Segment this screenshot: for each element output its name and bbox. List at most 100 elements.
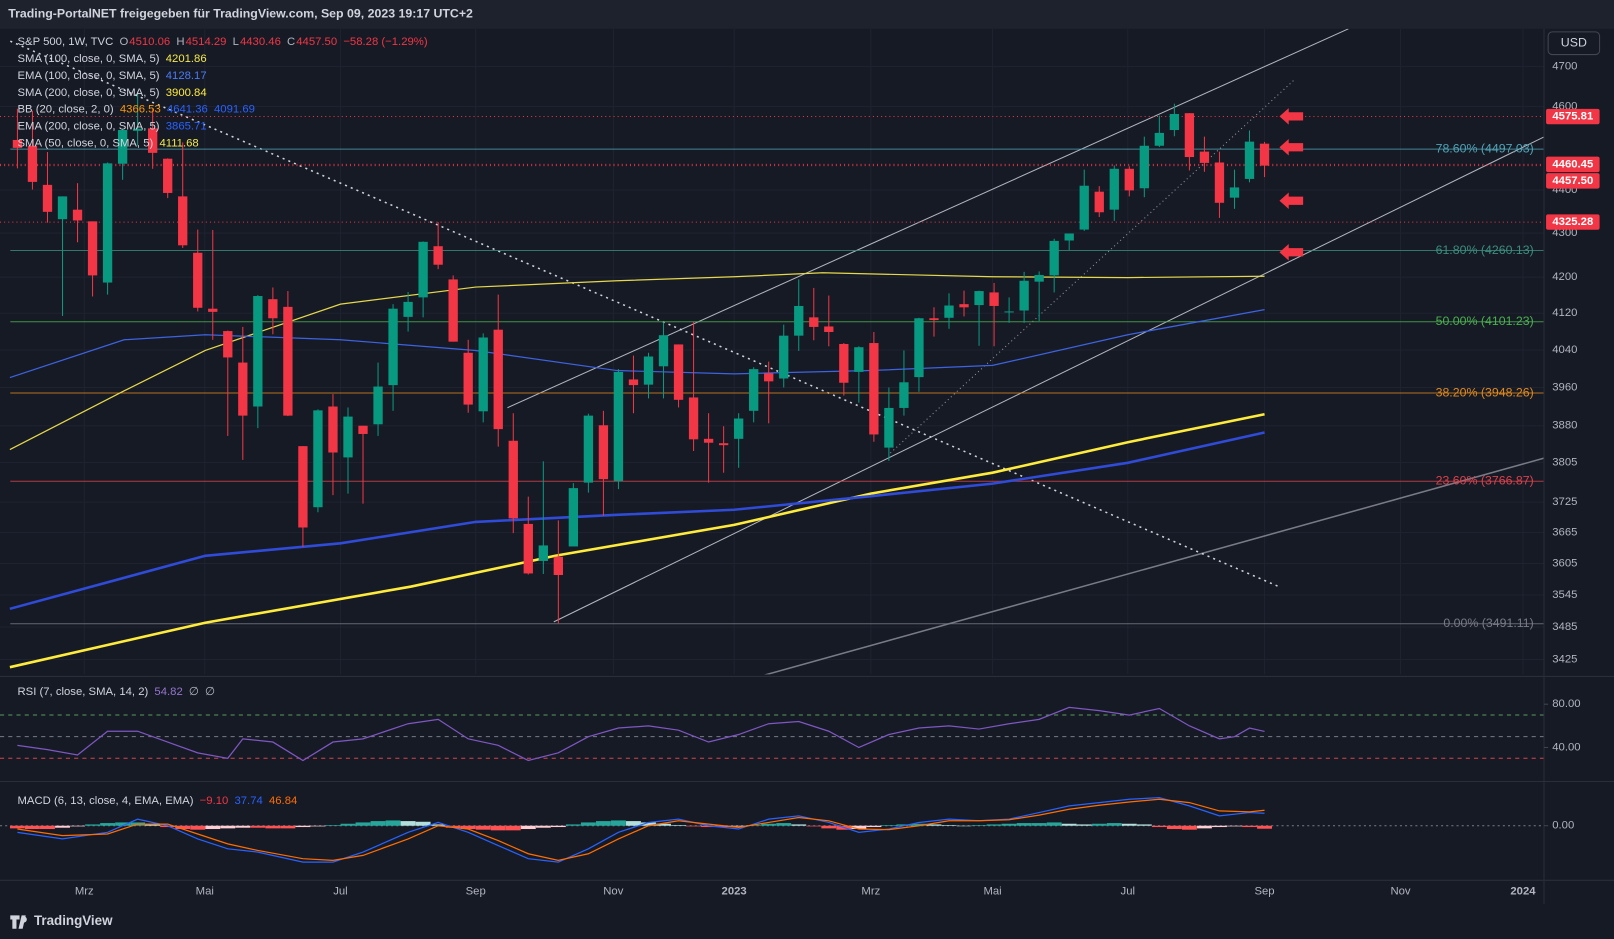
- histogram-bar: [250, 825, 266, 828]
- legend-value: ∅: [205, 686, 215, 698]
- x-tick-label: Nov: [603, 886, 623, 898]
- histogram-bar: [415, 821, 431, 826]
- histogram-bar: [926, 824, 942, 826]
- candle-body: [1049, 240, 1059, 276]
- candle-body: [643, 356, 654, 385]
- price-badge-label: 4457.50: [1552, 175, 1593, 187]
- x-tick-label: Sep: [466, 886, 486, 898]
- histogram-bar: [1121, 823, 1137, 826]
- histogram-bar: [1001, 823, 1017, 826]
- candle-body: [298, 446, 308, 528]
- histogram-bar: [881, 825, 897, 826]
- candle-body: [673, 344, 684, 400]
- indicator-line: [17, 706, 1265, 762]
- legend-value: 46.84: [269, 795, 297, 807]
- histogram-bar: [1166, 825, 1182, 830]
- legend-label: SMA (200, close, 0, SMA, 5): [17, 87, 159, 99]
- x-tick-label: Mai: [983, 886, 1001, 898]
- legend-label: S&P 500, 1W, TVC: [17, 36, 113, 48]
- histogram-bar: [896, 824, 912, 826]
- fib-label: 38.20% (3948.26): [1436, 385, 1534, 399]
- candle-body: [598, 425, 609, 480]
- histogram-bar: [115, 822, 131, 826]
- candle-body: [1094, 191, 1104, 213]
- candle-body: [268, 299, 278, 319]
- y-tick-label: 3665: [1552, 527, 1577, 539]
- histogram-bar: [1257, 825, 1272, 829]
- legend-value: L: [233, 36, 239, 48]
- histogram-bar: [9, 825, 25, 829]
- candle-body: [12, 139, 23, 148]
- currency[interactable]: USD: [1561, 36, 1587, 50]
- legend-label: BB (20, close, 2, 0): [17, 104, 113, 116]
- histogram-bar: [911, 823, 927, 826]
- rsi-pane: [0, 706, 1545, 762]
- histogram-bar: [866, 825, 882, 828]
- candle-body: [418, 241, 428, 298]
- legend-value: H: [176, 36, 184, 48]
- trend-line: [507, 28, 1349, 409]
- y-tick-label: 3960: [1552, 381, 1577, 393]
- legend-label: SMA (100, close, 0, SMA, 5): [17, 53, 159, 65]
- candle-body: [1034, 274, 1044, 282]
- fib-label: 78.60% (4497.03): [1436, 141, 1534, 155]
- price-badge: [1546, 214, 1600, 230]
- histogram-bar: [716, 825, 732, 828]
- candle-body: [1214, 162, 1225, 203]
- y-tick-label: 4120: [1552, 307, 1577, 319]
- histogram-bar: [580, 822, 596, 826]
- candle-body: [57, 196, 68, 220]
- candle-body: [568, 488, 579, 547]
- histogram-bar: [610, 820, 626, 826]
- trend-line: [9, 40, 1280, 588]
- candle-body: [493, 329, 503, 430]
- histogram-bar: [626, 821, 641, 826]
- candle-body: [959, 304, 969, 308]
- candle-body: [1079, 185, 1089, 230]
- legend-label: EMA (100, close, 0, SMA, 5): [17, 70, 159, 82]
- histogram-bar: [776, 823, 792, 826]
- legend-value: C: [287, 36, 295, 48]
- currency-button[interactable]: [1547, 31, 1601, 56]
- footer-bar: [0, 903, 1614, 939]
- candle-body: [238, 362, 248, 416]
- histogram-bar: [1076, 824, 1092, 826]
- legend-value: 4641.36: [167, 104, 208, 116]
- logo: [10, 915, 27, 929]
- y-tick-label: 0.00: [1552, 820, 1574, 832]
- header: Trading-PortalNET freigegeben für Tradin…: [8, 7, 473, 21]
- candle-body: [147, 128, 158, 153]
- legend-value: 3900.84: [166, 87, 207, 99]
- histogram-bar: [280, 825, 296, 829]
- histogram-bar: [340, 823, 356, 826]
- arrow: [1279, 138, 1304, 156]
- arrow: [1279, 244, 1304, 261]
- y-tick-label: 4300: [1552, 227, 1577, 239]
- candle-body: [1109, 168, 1119, 210]
- histogram-bar: [520, 825, 536, 830]
- candle-body: [373, 386, 383, 425]
- histogram-bar: [1136, 824, 1152, 826]
- histogram-bar: [235, 825, 251, 828]
- histogram-bar: [761, 823, 777, 826]
- histogram-bar: [656, 823, 671, 826]
- x-tick-label: Jul: [1121, 886, 1135, 898]
- candle-body: [794, 305, 804, 336]
- fib-label: 23.60% (3766.87): [1436, 473, 1534, 487]
- price-badge-label: 4325.28: [1552, 216, 1593, 228]
- histogram-bar: [205, 825, 221, 830]
- legend-value: 4201.86: [166, 53, 207, 65]
- candle-body: [403, 301, 413, 317]
- histogram-bar: [475, 825, 491, 830]
- indicator-line: [9, 412, 1265, 669]
- candle-body: [463, 352, 473, 405]
- legend-value: 4111.68: [159, 138, 198, 150]
- histogram-bar: [265, 825, 281, 829]
- legend-value: 4430.46: [240, 36, 281, 48]
- candle-body: [703, 438, 714, 443]
- candle-body: [508, 440, 518, 519]
- candle-body: [538, 545, 548, 561]
- histogram-bar: [295, 825, 311, 828]
- candle-body: [102, 163, 113, 283]
